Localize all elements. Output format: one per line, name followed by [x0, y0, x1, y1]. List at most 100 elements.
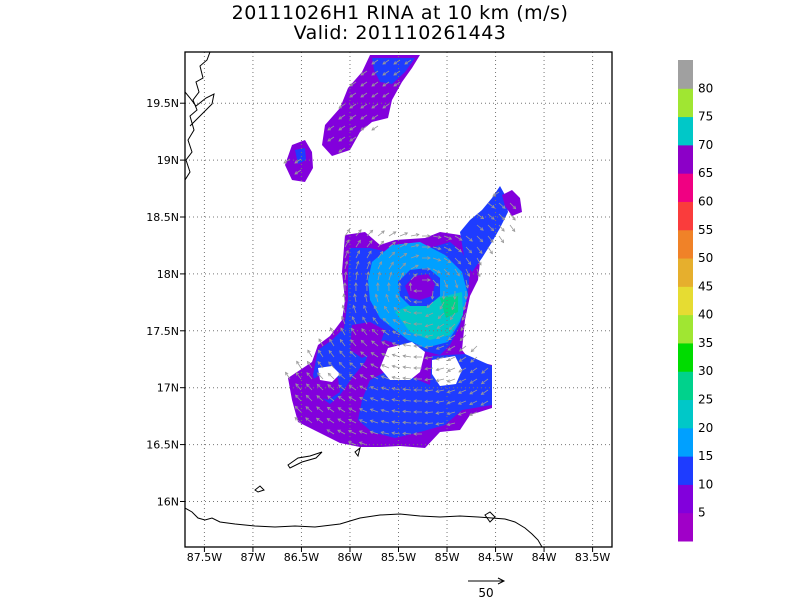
wind-arrow-head [402, 343, 407, 347]
wind-arrow-head [391, 409, 396, 413]
wind-arrow-head [349, 116, 354, 120]
wind-arrow-head [447, 336, 452, 341]
wind-arrow-head [469, 369, 474, 374]
wind-arrow-head [343, 282, 347, 286]
wind-arrow-head [413, 322, 417, 326]
wind-arrow-head [413, 410, 417, 414]
wind-arrow [377, 240, 384, 248]
wind-arrow [377, 251, 384, 259]
wind-arrow-head [382, 83, 387, 87]
coastline-honduras [185, 507, 543, 547]
wind-arrow [360, 363, 368, 369]
wind-arrow [403, 377, 412, 380]
wind-arrow-head [392, 330, 396, 335]
wind-arrow [316, 406, 324, 413]
wind-arrow-head [347, 441, 352, 445]
wind-arrow [372, 317, 379, 325]
wind-arrow-head [371, 72, 376, 76]
wind-arrow [487, 224, 494, 231]
wind-arrow-head [446, 400, 451, 405]
wind-arrow-head [413, 289, 417, 293]
wind-arrow [344, 272, 347, 281]
wind-arrow-head [380, 397, 385, 402]
wind-arrow-head [435, 282, 439, 287]
wind-arrow [382, 329, 390, 336]
wind-arrow-head [378, 261, 383, 265]
wind-arrow [498, 202, 506, 209]
wind-arrow-head [480, 215, 485, 220]
wind-arrow-head [358, 408, 363, 412]
wind-arrow [338, 103, 346, 109]
wind-arrow-head [294, 405, 299, 410]
reference-arrow-head [497, 577, 506, 585]
wind-arrow [355, 250, 360, 259]
coastline [185, 52, 543, 547]
wind-arrow-head [459, 348, 463, 352]
wind-arrow [392, 410, 401, 413]
wind-arrow-head [371, 340, 375, 344]
colorbar-swatch [678, 116, 693, 146]
wind-arrow [399, 262, 406, 270]
wind-arrow-head [435, 389, 440, 393]
wind-arrow [450, 312, 456, 320]
wind-arrow [337, 418, 346, 424]
wind-arrow [366, 272, 369, 281]
wind-arrow [436, 367, 445, 371]
wind-arrow-head [403, 308, 407, 313]
wind-arrow [344, 239, 350, 248]
wind-arrow-head [340, 327, 344, 332]
wind-arrow-head [402, 331, 407, 336]
wind-arrow [355, 229, 362, 237]
wind-arrow-head [392, 319, 397, 323]
wind-arrow [360, 351, 368, 358]
wind-arrow [338, 396, 346, 402]
wind-arrow-head [413, 300, 417, 304]
wind-arrow [382, 92, 390, 98]
wind-arrow [371, 103, 379, 109]
wind-arrow-head [360, 116, 365, 120]
wind-arrow [498, 235, 504, 243]
wind-arrow [294, 417, 302, 424]
wind-arrow-head [327, 138, 332, 142]
wind-arrow-head [349, 83, 354, 87]
wind-arrow-head [424, 421, 428, 426]
wind-arrow [370, 431, 379, 435]
wind-arrow [355, 272, 358, 281]
wind-patch [460, 186, 508, 272]
wind-arrow-head [424, 410, 428, 415]
wind-arrow-head [415, 243, 420, 248]
wind-arrow [340, 327, 346, 336]
wind-arrow-head [337, 407, 342, 411]
wind-arrow [436, 400, 445, 403]
wind-arrow [307, 349, 313, 358]
map-frame [184, 51, 613, 548]
wind-arrow [349, 81, 357, 87]
wind-arrow-head [338, 361, 343, 366]
wind-arrow [476, 257, 482, 266]
wind-arrow-head [338, 149, 343, 153]
wind-arrow-head [424, 356, 429, 360]
wind-arrow [366, 250, 372, 259]
wind-arrow [509, 202, 516, 209]
wind-arrow-head [369, 386, 374, 390]
wind-arrow [329, 339, 335, 347]
lon-tick-label: 84W [532, 551, 557, 564]
wind-arrow-head [392, 231, 397, 235]
lat-tick-label: 16N [157, 495, 179, 508]
wind-arrow-head [391, 342, 396, 346]
wind-arrow [443, 279, 448, 288]
wind-arrow-head [404, 61, 409, 65]
wind-arrow-head [316, 406, 320, 410]
wind-arrow-head [369, 408, 374, 412]
wind-arrow-head [413, 273, 417, 278]
wind-arrow [487, 213, 495, 220]
wind-arrow [317, 384, 324, 391]
wind-arrow-head [404, 232, 409, 236]
wind-arrow-head [295, 371, 300, 376]
wind-arrow-head [285, 371, 289, 376]
wind-arrow-head [382, 94, 387, 98]
wind-arrow [395, 294, 401, 303]
wind-arrow-head [380, 375, 385, 379]
wind-arrow [509, 224, 516, 232]
